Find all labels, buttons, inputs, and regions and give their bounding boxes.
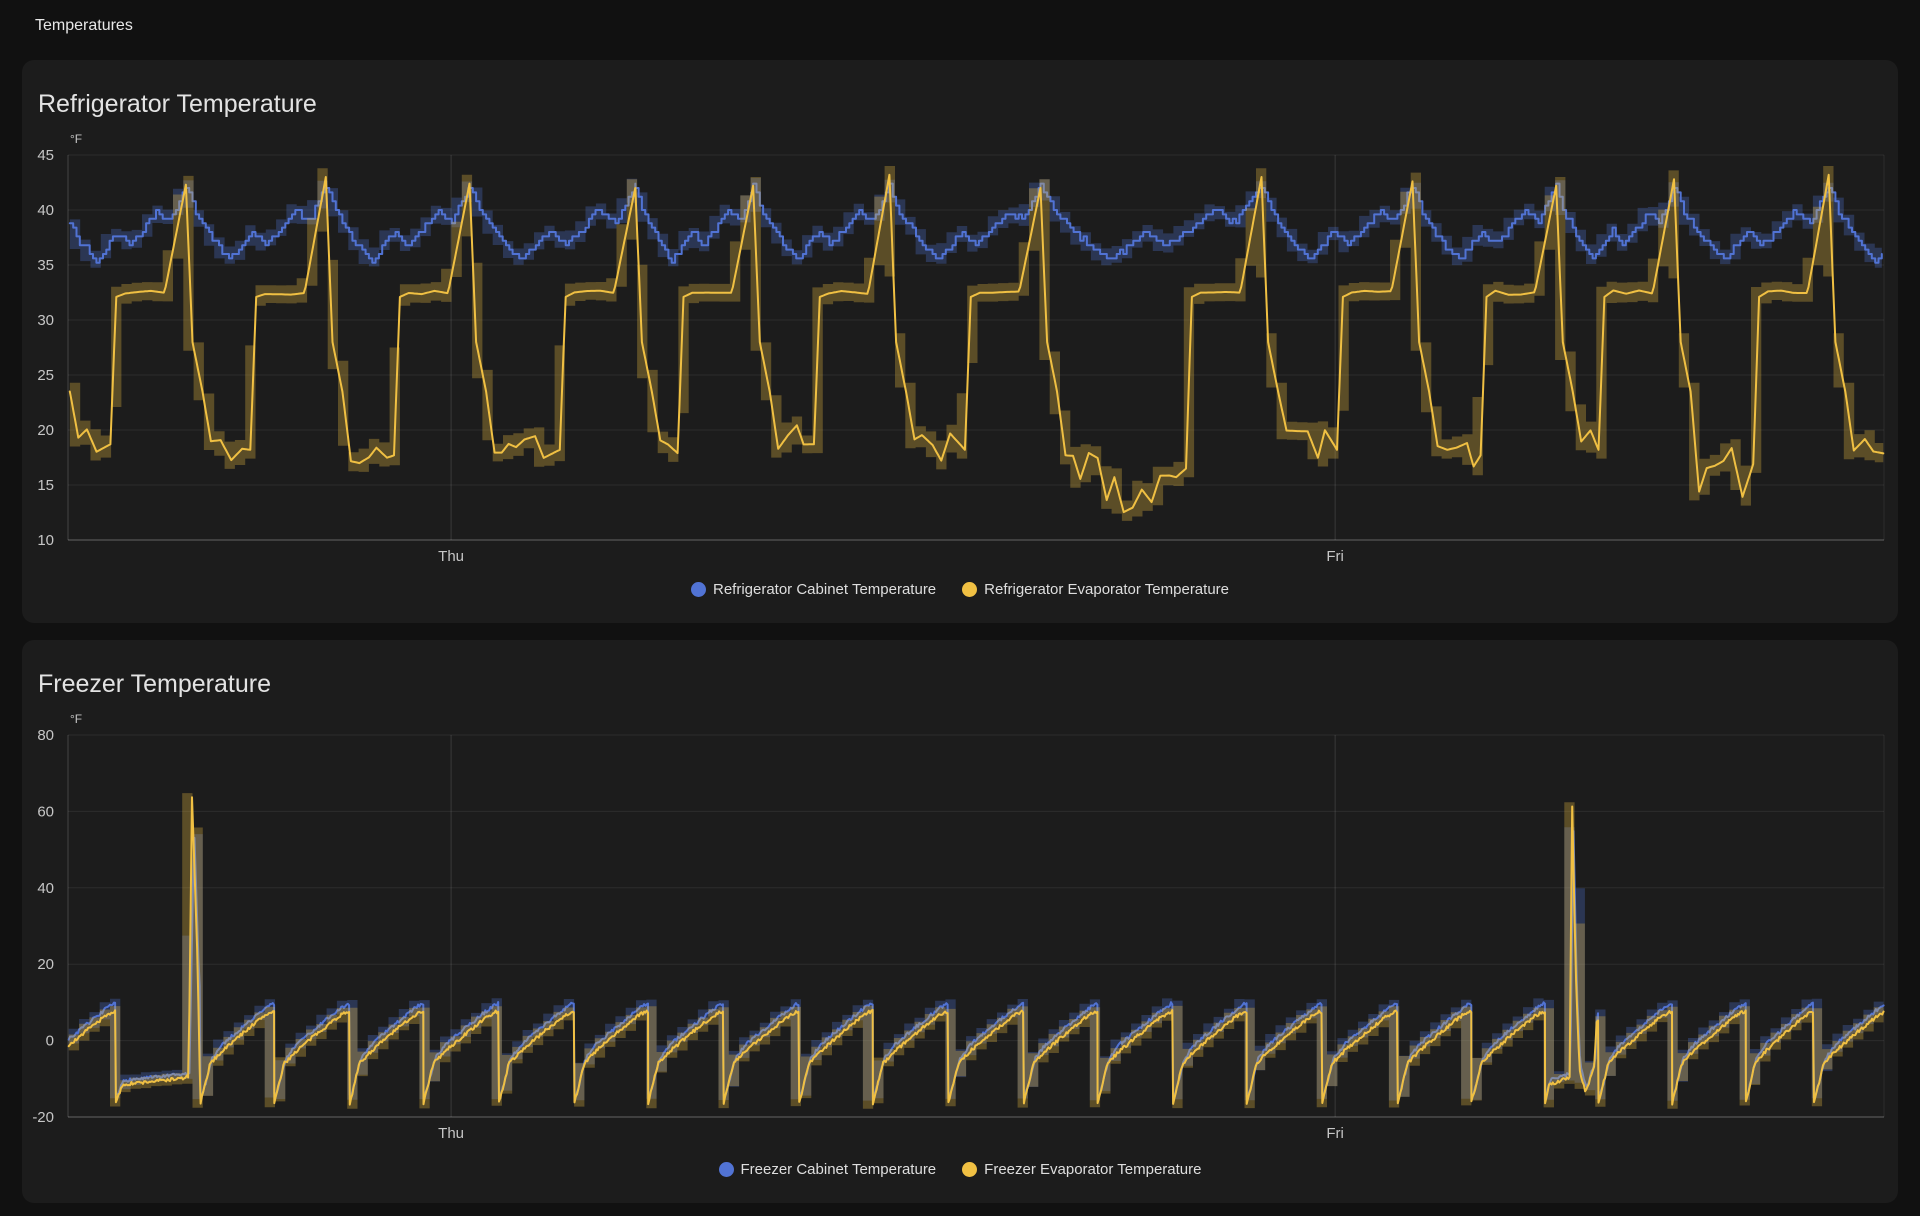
svg-text:45: 45 [37,147,54,164]
svg-text:0: 0 [46,1033,54,1050]
svg-text:25: 25 [37,367,54,384]
legend-label: Refrigerator Cabinet Temperature [712,581,937,598]
series-color-dot [962,582,978,597]
svg-text:60: 60 [37,803,54,820]
legend-label: Freezer Evaporator Temperature [984,1161,1202,1178]
series-color-dot [718,1162,734,1177]
svg-text:Thu: Thu [438,548,464,565]
svg-text:°F: °F [70,712,82,726]
svg-text:40: 40 [37,202,54,219]
svg-text:20: 20 [37,956,54,973]
legend-item-refrigerator-cabinet[interactable]: Refrigerator Cabinet Temperature [690,581,937,598]
refrigerator-chart-legend: Refrigerator Cabinet Temperature Refrige… [22,581,1898,598]
svg-text:40: 40 [37,880,54,897]
svg-text:30: 30 [37,312,54,329]
legend-label: Freezer Cabinet Temperature [740,1161,937,1178]
svg-text:Fri: Fri [1326,1125,1344,1142]
legend-label: Refrigerator Evaporator Temperature [984,581,1229,598]
legend-item-refrigerator-evaporator[interactable]: Refrigerator Evaporator Temperature [962,581,1229,598]
svg-text:Thu: Thu [438,1125,464,1142]
svg-text:10: 10 [37,532,54,549]
legend-item-freezer-cabinet[interactable]: Freezer Cabinet Temperature [718,1161,937,1178]
freezer-temperature-card: Freezer Temperature 80 60 40 20 0 -20 Thu Fri °F… [22,640,1898,1203]
svg-text:Fri: Fri [1326,548,1344,565]
page-title: Temperatures [35,17,133,34]
refrigerator-temperature-card: Refrigerator Temperature 45 40 35 30 25 20 15 1… [22,60,1898,623]
svg-text:80: 80 [37,727,54,744]
freezer-card-title: Freezer Temperature [38,670,271,698]
refrigerator-temperature-chart[interactable]: 45 40 35 30 25 20 15 10 Thu Fri °F [22,60,1898,623]
freezer-temperature-chart[interactable]: 80 60 40 20 0 -20 Thu Fri °F [22,640,1898,1203]
series-color-dot [962,1162,978,1177]
refrigerator-card-title: Refrigerator Temperature [38,90,317,118]
svg-text:°F: °F [70,132,82,146]
svg-text:-20: -20 [32,1109,54,1126]
svg-text:35: 35 [37,257,54,274]
series-color-dot [690,582,706,597]
legend-item-freezer-evaporator[interactable]: Freezer Evaporator Temperature [962,1161,1201,1178]
svg-text:20: 20 [37,422,54,439]
svg-text:15: 15 [37,477,54,494]
freezer-chart-legend: Freezer Cabinet Temperature Freezer Evap… [22,1161,1898,1178]
